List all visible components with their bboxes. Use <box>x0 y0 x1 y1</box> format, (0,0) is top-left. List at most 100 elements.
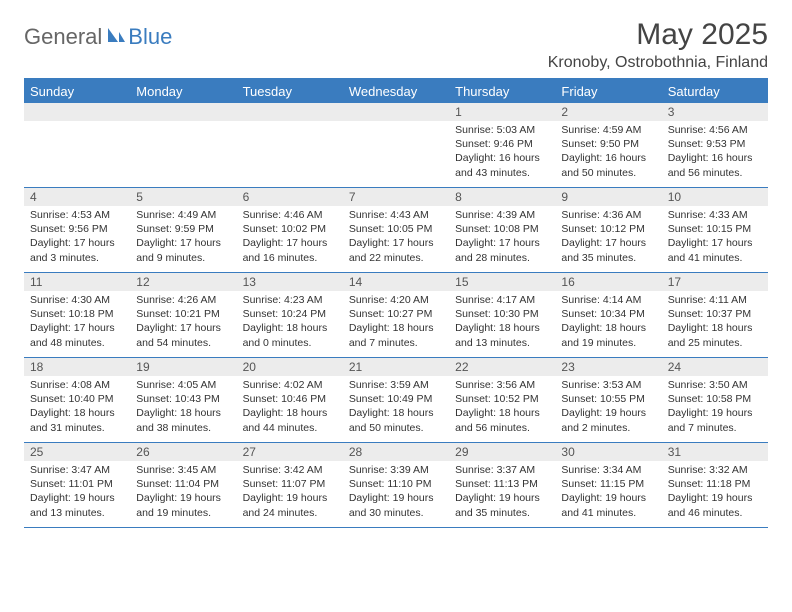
sunset-text: Sunset: 10:52 PM <box>455 392 549 406</box>
day-number: 11 <box>24 273 130 291</box>
daylight-text: Daylight: 17 hours and 16 minutes. <box>243 236 337 264</box>
day-number: 29 <box>449 443 555 461</box>
sunset-text: Sunset: 10:27 PM <box>349 307 443 321</box>
sunrise-text: Sunrise: 3:56 AM <box>455 378 549 392</box>
cell-body: Sunrise: 4:02 AMSunset: 10:46 PMDaylight… <box>237 376 343 439</box>
day-number: 27 <box>237 443 343 461</box>
cell-body: Sunrise: 4:53 AMSunset: 9:56 PMDaylight:… <box>24 206 130 269</box>
sunrise-text: Sunrise: 4:53 AM <box>30 208 124 222</box>
sunset-text: Sunset: 10:08 PM <box>455 222 549 236</box>
sunrise-text: Sunrise: 3:59 AM <box>349 378 443 392</box>
daylight-text: Daylight: 18 hours and 56 minutes. <box>455 406 549 434</box>
cell-body: Sunrise: 4:59 AMSunset: 9:50 PMDaylight:… <box>555 121 661 184</box>
day-number: 1 <box>449 103 555 121</box>
sunset-text: Sunset: 10:40 PM <box>30 392 124 406</box>
calendar-cell: 4Sunrise: 4:53 AMSunset: 9:56 PMDaylight… <box>24 188 130 272</box>
sunset-text: Sunset: 11:10 PM <box>349 477 443 491</box>
sunset-text: Sunset: 10:49 PM <box>349 392 443 406</box>
calendar-cell: 13Sunrise: 4:23 AMSunset: 10:24 PMDaylig… <box>237 273 343 357</box>
day-number: 15 <box>449 273 555 291</box>
cell-body: Sunrise: 4:49 AMSunset: 9:59 PMDaylight:… <box>130 206 236 269</box>
day-header-cell: Saturday <box>662 80 768 103</box>
sunrise-text: Sunrise: 4:14 AM <box>561 293 655 307</box>
day-number: 21 <box>343 358 449 376</box>
sunrise-text: Sunrise: 4:23 AM <box>243 293 337 307</box>
daylight-text: Daylight: 17 hours and 9 minutes. <box>136 236 230 264</box>
sunrise-text: Sunrise: 3:45 AM <box>136 463 230 477</box>
day-number <box>237 103 343 121</box>
calendar-cell <box>24 103 130 187</box>
sunset-text: Sunset: 9:56 PM <box>30 222 124 236</box>
daylight-text: Daylight: 17 hours and 54 minutes. <box>136 321 230 349</box>
calendar-cell: 11Sunrise: 4:30 AMSunset: 10:18 PMDaylig… <box>24 273 130 357</box>
sunset-text: Sunset: 9:59 PM <box>136 222 230 236</box>
cell-body: Sunrise: 4:23 AMSunset: 10:24 PMDaylight… <box>237 291 343 354</box>
calendar: SundayMondayTuesdayWednesdayThursdayFrid… <box>24 78 768 528</box>
day-header-cell: Tuesday <box>237 80 343 103</box>
location: Kronoby, Ostrobothnia, Finland <box>548 54 768 72</box>
calendar-cell: 29Sunrise: 3:37 AMSunset: 11:13 PMDaylig… <box>449 443 555 527</box>
daylight-text: Daylight: 19 hours and 7 minutes. <box>668 406 762 434</box>
calendar-cell: 8Sunrise: 4:39 AMSunset: 10:08 PMDayligh… <box>449 188 555 272</box>
sunrise-text: Sunrise: 3:47 AM <box>30 463 124 477</box>
calendar-cell: 28Sunrise: 3:39 AMSunset: 11:10 PMDaylig… <box>343 443 449 527</box>
day-header-cell: Friday <box>555 80 661 103</box>
daylight-text: Daylight: 16 hours and 56 minutes. <box>668 151 762 179</box>
calendar-cell: 16Sunrise: 4:14 AMSunset: 10:34 PMDaylig… <box>555 273 661 357</box>
day-number: 24 <box>662 358 768 376</box>
day-number: 14 <box>343 273 449 291</box>
calendar-week: 1Sunrise: 5:03 AMSunset: 9:46 PMDaylight… <box>24 103 768 188</box>
sunrise-text: Sunrise: 3:39 AM <box>349 463 443 477</box>
day-header-row: SundayMondayTuesdayWednesdayThursdayFrid… <box>24 80 768 103</box>
header: General Blue May 2025 Kronoby, Ostroboth… <box>24 18 768 72</box>
day-number: 9 <box>555 188 661 206</box>
day-number: 6 <box>237 188 343 206</box>
day-number: 12 <box>130 273 236 291</box>
cell-body: Sunrise: 4:14 AMSunset: 10:34 PMDaylight… <box>555 291 661 354</box>
cell-body: Sunrise: 3:32 AMSunset: 11:18 PMDaylight… <box>662 461 768 524</box>
day-number: 26 <box>130 443 236 461</box>
cell-body: Sunrise: 4:43 AMSunset: 10:05 PMDaylight… <box>343 206 449 269</box>
sunset-text: Sunset: 10:18 PM <box>30 307 124 321</box>
title-block: May 2025 Kronoby, Ostrobothnia, Finland <box>548 18 768 72</box>
sunrise-text: Sunrise: 4:02 AM <box>243 378 337 392</box>
day-number: 23 <box>555 358 661 376</box>
daylight-text: Daylight: 19 hours and 13 minutes. <box>30 491 124 519</box>
day-number: 16 <box>555 273 661 291</box>
sunset-text: Sunset: 10:37 PM <box>668 307 762 321</box>
cell-body: Sunrise: 4:08 AMSunset: 10:40 PMDaylight… <box>24 376 130 439</box>
sunrise-text: Sunrise: 3:32 AM <box>668 463 762 477</box>
sunset-text: Sunset: 11:04 PM <box>136 477 230 491</box>
sunset-text: Sunset: 10:30 PM <box>455 307 549 321</box>
daylight-text: Daylight: 18 hours and 31 minutes. <box>30 406 124 434</box>
calendar-cell: 5Sunrise: 4:49 AMSunset: 9:59 PMDaylight… <box>130 188 236 272</box>
sunrise-text: Sunrise: 4:49 AM <box>136 208 230 222</box>
sunset-text: Sunset: 10:43 PM <box>136 392 230 406</box>
day-header-cell: Sunday <box>24 80 130 103</box>
sunrise-text: Sunrise: 4:33 AM <box>668 208 762 222</box>
day-number: 19 <box>130 358 236 376</box>
daylight-text: Daylight: 19 hours and 35 minutes. <box>455 491 549 519</box>
month-title: May 2025 <box>548 18 768 52</box>
sunrise-text: Sunrise: 3:53 AM <box>561 378 655 392</box>
calendar-cell: 9Sunrise: 4:36 AMSunset: 10:12 PMDayligh… <box>555 188 661 272</box>
calendar-week: 4Sunrise: 4:53 AMSunset: 9:56 PMDaylight… <box>24 188 768 273</box>
daylight-text: Daylight: 18 hours and 25 minutes. <box>668 321 762 349</box>
calendar-cell <box>237 103 343 187</box>
calendar-cell: 23Sunrise: 3:53 AMSunset: 10:55 PMDaylig… <box>555 358 661 442</box>
sunset-text: Sunset: 11:13 PM <box>455 477 549 491</box>
sunset-text: Sunset: 11:07 PM <box>243 477 337 491</box>
cell-body: Sunrise: 3:42 AMSunset: 11:07 PMDaylight… <box>237 461 343 524</box>
cell-body: Sunrise: 3:59 AMSunset: 10:49 PMDaylight… <box>343 376 449 439</box>
calendar-cell <box>130 103 236 187</box>
cell-body: Sunrise: 4:20 AMSunset: 10:27 PMDaylight… <box>343 291 449 354</box>
daylight-text: Daylight: 17 hours and 28 minutes. <box>455 236 549 264</box>
sunset-text: Sunset: 11:15 PM <box>561 477 655 491</box>
sunset-text: Sunset: 10:24 PM <box>243 307 337 321</box>
day-header-cell: Thursday <box>449 80 555 103</box>
day-header-cell: Monday <box>130 80 236 103</box>
calendar-body: 1Sunrise: 5:03 AMSunset: 9:46 PMDaylight… <box>24 103 768 528</box>
sunset-text: Sunset: 9:50 PM <box>561 137 655 151</box>
day-number <box>130 103 236 121</box>
daylight-text: Daylight: 16 hours and 43 minutes. <box>455 151 549 179</box>
